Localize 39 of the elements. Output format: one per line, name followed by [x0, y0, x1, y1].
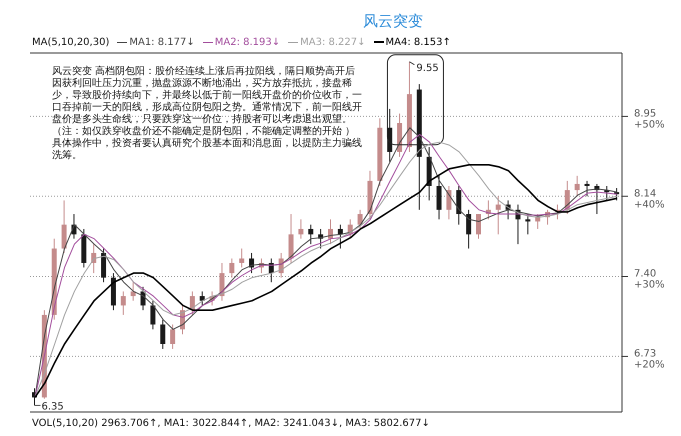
y-tick-label: 8.14: [634, 188, 656, 200]
candlestick: [476, 214, 481, 240]
y2-tick-label: +20%: [634, 359, 665, 370]
candlestick: [358, 209, 363, 230]
candlestick: [584, 180, 590, 197]
y-tick-label: 8.95: [634, 108, 656, 120]
chart-title: 风云突变: [362, 11, 424, 32]
legend-label: MA1: 8.177↓: [128, 37, 195, 48]
candlestick: [120, 290, 126, 316]
candlestick: [574, 175, 580, 197]
candlestick: [298, 218, 304, 240]
candlestick: [239, 248, 244, 268]
annotation: 9.55: [416, 62, 439, 74]
y2-tick-label: +40%: [634, 199, 665, 210]
y-tick-label: 7.40: [634, 268, 656, 280]
legend-label: MA4: 8.153↑: [384, 37, 451, 48]
text: VOL(5,10,20) 2963.706↑, MA1: 3022.844↑, MA2: 3241.043↓, MA3: 5802.677↓: [31, 418, 431, 429]
legend-label: MA3: 8.227↓: [299, 37, 366, 48]
candlestick: [496, 196, 501, 235]
candlestick: [466, 209, 472, 250]
legend-label: MA2: 8.193↓: [214, 37, 280, 48]
y2-tick-label: +50%: [634, 120, 665, 130]
candlestick: [160, 319, 166, 350]
candlestick: [456, 185, 462, 226]
candlestick: [436, 175, 442, 220]
y2-tick-label: +30%: [634, 279, 665, 290]
candlestick: [525, 214, 530, 235]
candlestick: [446, 185, 452, 220]
candlestick: [308, 224, 314, 245]
annotation: 风云突变 高档阴包阳：股价经连续上涨后再拉阳线，隔日顺势高开后因获利回吐压力沉重，抛盘源源不断地涌出，买方放弃抵抗，接盘稀少，导致股价持续向下，并最终以低于前一阳线开盘价的价位收市，一口吞掉前一天的阳线，形成高位阴包阳之势。通常情况下，前一阳线开盘价是多头生命线，只要跌穿这一价位，持股者可以考虑退出观望。（注：如仅跌穿收盘价还不能确定是阴包阳，不能确定调整的开始 ）具体操作中，投资者要认真研究个股基本面和消息面，以提防主力骗线洗筹。: [52, 66, 363, 162]
candlestick: [535, 214, 540, 230]
annotation: 6.35: [42, 401, 64, 412]
candlestick: [170, 324, 176, 350]
text: MA(5,10,20,30): [32, 37, 110, 48]
candlestick: [200, 290, 205, 306]
candlestick: [150, 300, 156, 330]
y-tick-label: 6.73: [634, 348, 656, 360]
candlestick: [62, 200, 67, 254]
candlestick: [229, 258, 234, 278]
